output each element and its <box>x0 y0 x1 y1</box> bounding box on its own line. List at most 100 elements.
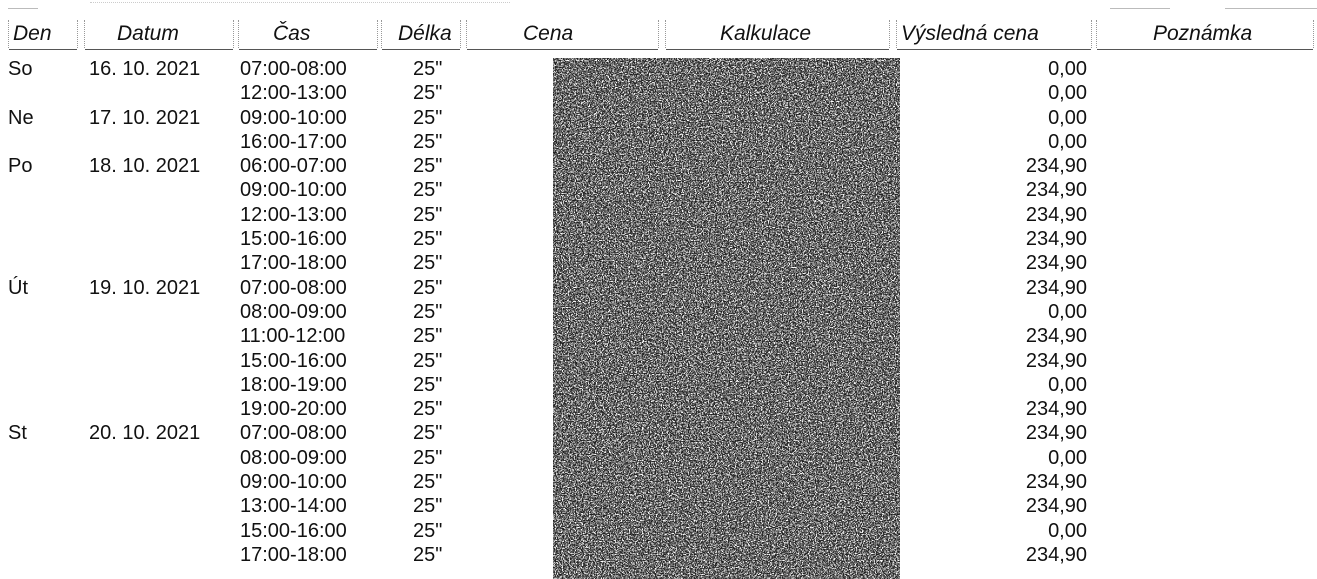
top-rule-left <box>8 8 38 9</box>
result-price-cell: 234,90 <box>1025 349 1087 372</box>
table-row: 09:00-10:00 25" 234,90 <box>0 472 1317 496</box>
time-cell: 09:00-10:00 <box>240 106 347 129</box>
day-cell: St <box>8 422 27 445</box>
time-cell: 15:00-16:00 <box>240 519 347 542</box>
noise-pattern <box>553 58 900 579</box>
header-cas: Čas <box>238 20 378 50</box>
duration-cell: 25" <box>413 373 443 396</box>
result-price-cell: 234,90 <box>1025 422 1087 445</box>
duration-cell: 25" <box>413 325 443 348</box>
header-kalkulace: Kalkulace <box>665 20 890 50</box>
time-cell: 12:00-13:00 <box>240 203 347 226</box>
result-price-cell: 234,90 <box>1025 179 1087 202</box>
header-cas-label: Čas <box>273 22 311 45</box>
redacted-kalkulace-area <box>553 58 900 579</box>
table-row: 12:00-13:00 25" 234,90 <box>0 205 1317 229</box>
table-row: 13:00-14:00 25" 234,90 <box>0 496 1317 520</box>
duration-cell: 25" <box>413 349 443 372</box>
time-cell: 18:00-19:00 <box>240 373 347 396</box>
header-den-label: Den <box>13 22 52 45</box>
duration-cell: 25" <box>413 252 443 275</box>
time-cell: 07:00-08:00 <box>240 422 347 445</box>
day-cell: So <box>8 58 33 80</box>
date-cell: 20. 10. 2021 <box>89 422 201 445</box>
time-cell: 11:00-12:00 <box>240 325 346 348</box>
table-row: 16:00-17:00 25" 0,00 <box>0 132 1317 156</box>
result-price-cell: 0,00 <box>1048 300 1087 323</box>
table-row: 19:00-20:00 25" 234,90 <box>0 399 1317 423</box>
table-row: 08:00-09:00 25" 0,00 <box>0 448 1317 472</box>
duration-cell: 25" <box>413 398 443 421</box>
duration-cell: 25" <box>413 228 443 251</box>
duration-cell: 25" <box>413 471 443 494</box>
table-row: 17:00-18:00 25" 234,90 <box>0 545 1317 569</box>
result-price-cell: 234,90 <box>1025 155 1087 178</box>
top-rule-right <box>1110 8 1170 9</box>
result-price-cell: 0,00 <box>1048 58 1087 80</box>
header-poznamka-label: Poznámka <box>1153 22 1253 45</box>
result-price-cell: 234,90 <box>1025 276 1087 299</box>
duration-cell: 25" <box>413 82 443 105</box>
day-cell: Út <box>8 276 28 299</box>
date-cell: 17. 10. 2021 <box>89 106 201 129</box>
time-cell: 12:00-13:00 <box>240 82 347 105</box>
header-vysledna-cena: Výsledná cena <box>896 20 1092 50</box>
table-row: 12:00-13:00 25" 0,00 <box>0 83 1317 107</box>
time-cell: 15:00-16:00 <box>240 349 347 372</box>
header-vysledna-cena-label: Výsledná cena <box>901 22 1039 45</box>
table-row: 09:00-10:00 25" 234,90 <box>0 180 1317 204</box>
result-price-cell: 0,00 <box>1048 446 1087 469</box>
header-datum: Datum <box>84 20 234 50</box>
result-price-cell: 0,00 <box>1048 82 1087 105</box>
time-cell: 06:00-07:00 <box>240 155 347 178</box>
result-price-cell: 0,00 <box>1048 130 1087 153</box>
time-cell: 16:00-17:00 <box>240 130 347 153</box>
table-row: So 16. 10. 2021 07:00-08:00 25" 0,00 <box>0 59 1317 83</box>
duration-cell: 25" <box>413 300 443 323</box>
time-cell: 17:00-18:00 <box>240 252 347 275</box>
result-price-cell: 0,00 <box>1048 106 1087 129</box>
day-cell: Ne <box>8 106 34 129</box>
result-price-cell: 234,90 <box>1025 471 1087 494</box>
duration-cell: 25" <box>413 155 443 178</box>
table-row: 11:00-12:00 25" 234,90 <box>0 326 1317 350</box>
date-cell: 18. 10. 2021 <box>89 155 201 178</box>
header-cena: Cena <box>466 20 659 50</box>
time-cell: 15:00-16:00 <box>240 228 347 251</box>
table-row: Út 19. 10. 2021 07:00-08:00 25" 234,90 <box>0 278 1317 302</box>
duration-cell: 25" <box>413 106 443 129</box>
result-price-cell: 234,90 <box>1025 203 1087 226</box>
duration-cell: 25" <box>413 179 443 202</box>
result-price-cell: 234,90 <box>1025 495 1087 518</box>
table-row: Po 18. 10. 2021 06:00-07:00 25" 234,90 <box>0 156 1317 180</box>
date-cell: 16. 10. 2021 <box>89 58 201 80</box>
result-price-cell: 0,00 <box>1048 519 1087 542</box>
top-rule-dotted <box>90 2 510 3</box>
table-header: Den Datum Čas Délka Cena Kalkulace Výsle… <box>0 20 1317 52</box>
duration-cell: 25" <box>413 276 443 299</box>
result-price-cell: 234,90 <box>1025 325 1087 348</box>
duration-cell: 25" <box>413 130 443 153</box>
time-cell: 09:00-10:00 <box>240 471 347 494</box>
time-cell: 13:00-14:00 <box>240 495 347 518</box>
duration-cell: 25" <box>413 446 443 469</box>
duration-cell: 25" <box>413 203 443 226</box>
top-rule-far-right <box>1225 8 1317 9</box>
time-cell: 07:00-08:00 <box>240 58 347 80</box>
result-price-cell: 234,90 <box>1025 252 1087 275</box>
header-den: Den <box>8 20 78 50</box>
day-cell: Po <box>8 155 33 178</box>
result-price-cell: 234,90 <box>1025 398 1087 421</box>
table-row: St 20. 10. 2021 07:00-08:00 25" 234,90 <box>0 423 1317 447</box>
time-cell: 07:00-08:00 <box>240 276 347 299</box>
table-row: Ne 17. 10. 2021 09:00-10:00 25" 0,00 <box>0 108 1317 132</box>
duration-cell: 25" <box>413 422 443 445</box>
result-price-cell: 234,90 <box>1025 228 1087 251</box>
time-cell: 08:00-09:00 <box>240 300 347 323</box>
table-body: So 16. 10. 2021 07:00-08:00 25" 0,00 12:00-13… <box>0 59 1317 569</box>
duration-cell: 25" <box>413 543 443 566</box>
header-datum-label: Datum <box>117 22 179 45</box>
table-row: 15:00-16:00 25" 0,00 <box>0 521 1317 545</box>
header-poznamka: Poznámka <box>1096 20 1314 50</box>
table-row: 17:00-18:00 25" 234,90 <box>0 253 1317 277</box>
